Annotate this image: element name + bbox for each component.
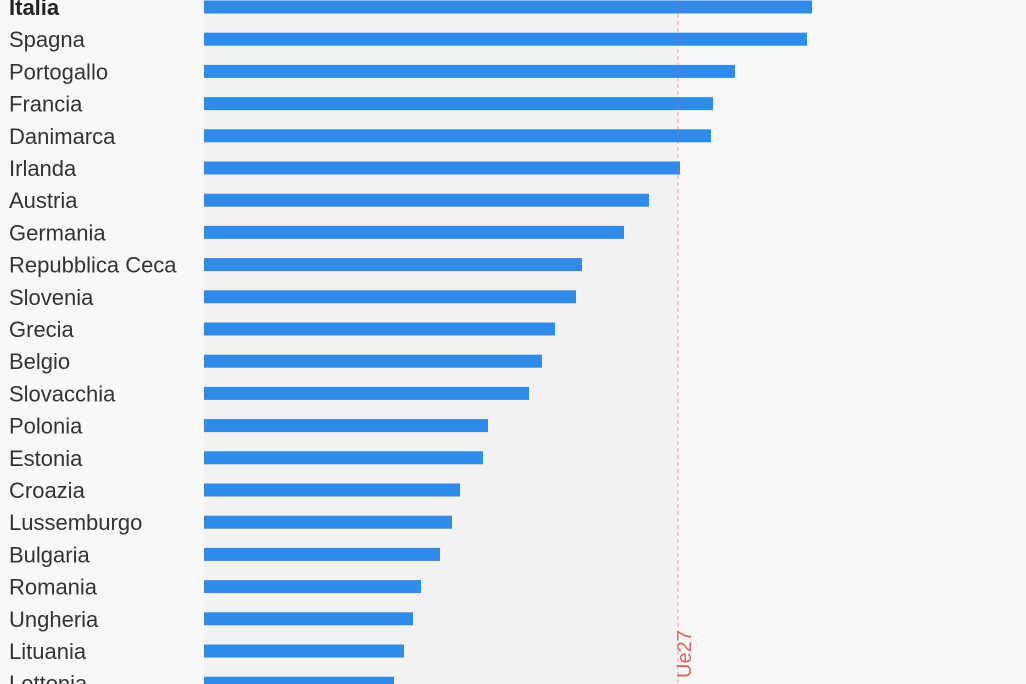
category-label: Italia bbox=[9, 0, 60, 20]
bar-slovenia bbox=[204, 290, 576, 304]
bar-romania bbox=[204, 580, 421, 594]
category-label: Germania bbox=[9, 220, 106, 245]
category-label: Romania bbox=[9, 575, 98, 600]
category-label: Danimarca bbox=[9, 124, 116, 149]
bar-belgio bbox=[204, 354, 542, 368]
category-label: Bulgaria bbox=[9, 542, 90, 567]
bar-portogallo bbox=[204, 64, 735, 78]
bar-ungheria bbox=[204, 612, 413, 626]
bar-francia bbox=[204, 97, 713, 111]
category-labels-group: Italia Spagna Portogallo Francia Danimarca Ir… bbox=[9, 0, 177, 684]
category-label: Francia bbox=[9, 92, 83, 117]
category-label: Repubblica Ceca bbox=[9, 253, 177, 278]
bars-group bbox=[204, 0, 812, 684]
bar-estonia bbox=[204, 451, 483, 465]
bar-bulgaria bbox=[204, 547, 440, 561]
bar-repubblica-ceca bbox=[204, 258, 582, 272]
bar-italia bbox=[204, 0, 812, 14]
category-label: Estonia bbox=[9, 446, 83, 471]
bar-slovacchia bbox=[204, 386, 529, 400]
bar-lettonia bbox=[204, 676, 394, 684]
category-label: Polonia bbox=[9, 414, 83, 439]
category-label: Belgio bbox=[9, 349, 70, 374]
bar-lussemburgo bbox=[204, 515, 452, 529]
ue27-reference-label: Ue27 bbox=[674, 630, 696, 678]
bar-danimarca bbox=[204, 129, 711, 143]
category-label: Spagna bbox=[9, 27, 86, 52]
bar-grecia bbox=[204, 322, 555, 336]
bar-spagna bbox=[204, 32, 807, 46]
category-label: Irlanda bbox=[9, 156, 77, 181]
bar-austria bbox=[204, 193, 649, 207]
bar-irlanda bbox=[204, 161, 680, 175]
category-label: Lituania bbox=[9, 639, 87, 664]
bar-croazia bbox=[204, 483, 460, 497]
bar-polonia bbox=[204, 419, 488, 433]
category-label: Portogallo bbox=[9, 59, 108, 84]
chart-panel bbox=[204, 0, 678, 684]
category-label: Lussemburgo bbox=[9, 510, 142, 535]
bar-lituania bbox=[204, 644, 404, 658]
category-label: Slovenia bbox=[9, 285, 94, 310]
category-label: Croazia bbox=[9, 478, 86, 503]
category-label: Slovacchia bbox=[9, 381, 116, 406]
category-label: Lettonia bbox=[9, 671, 88, 684]
category-label: Ungheria bbox=[9, 607, 99, 632]
category-label: Austria bbox=[9, 188, 78, 213]
bar-germania bbox=[204, 225, 624, 239]
category-label: Grecia bbox=[9, 317, 75, 342]
